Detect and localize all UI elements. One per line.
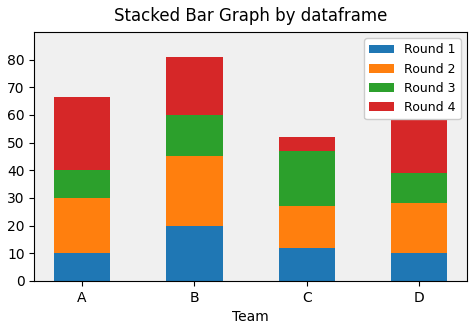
Bar — [279, 248, 335, 281]
Bar — [166, 115, 223, 157]
Bar — [279, 137, 335, 151]
Bar — [391, 253, 447, 281]
Bar — [166, 225, 223, 281]
Bar — [54, 170, 110, 198]
Legend: Round 1, Round 2, Round 3, Round 4: Round 1, Round 2, Round 3, Round 4 — [365, 38, 461, 119]
Bar — [166, 157, 223, 225]
Bar — [166, 57, 223, 115]
Bar — [279, 206, 335, 248]
Bar — [391, 120, 447, 173]
Bar — [54, 253, 110, 281]
Bar — [279, 151, 335, 206]
Bar — [54, 97, 110, 170]
X-axis label: Team: Team — [232, 310, 269, 324]
Title: Stacked Bar Graph by dataframe: Stacked Bar Graph by dataframe — [114, 7, 387, 25]
Bar — [54, 198, 110, 253]
Bar — [391, 173, 447, 203]
Bar — [391, 203, 447, 253]
